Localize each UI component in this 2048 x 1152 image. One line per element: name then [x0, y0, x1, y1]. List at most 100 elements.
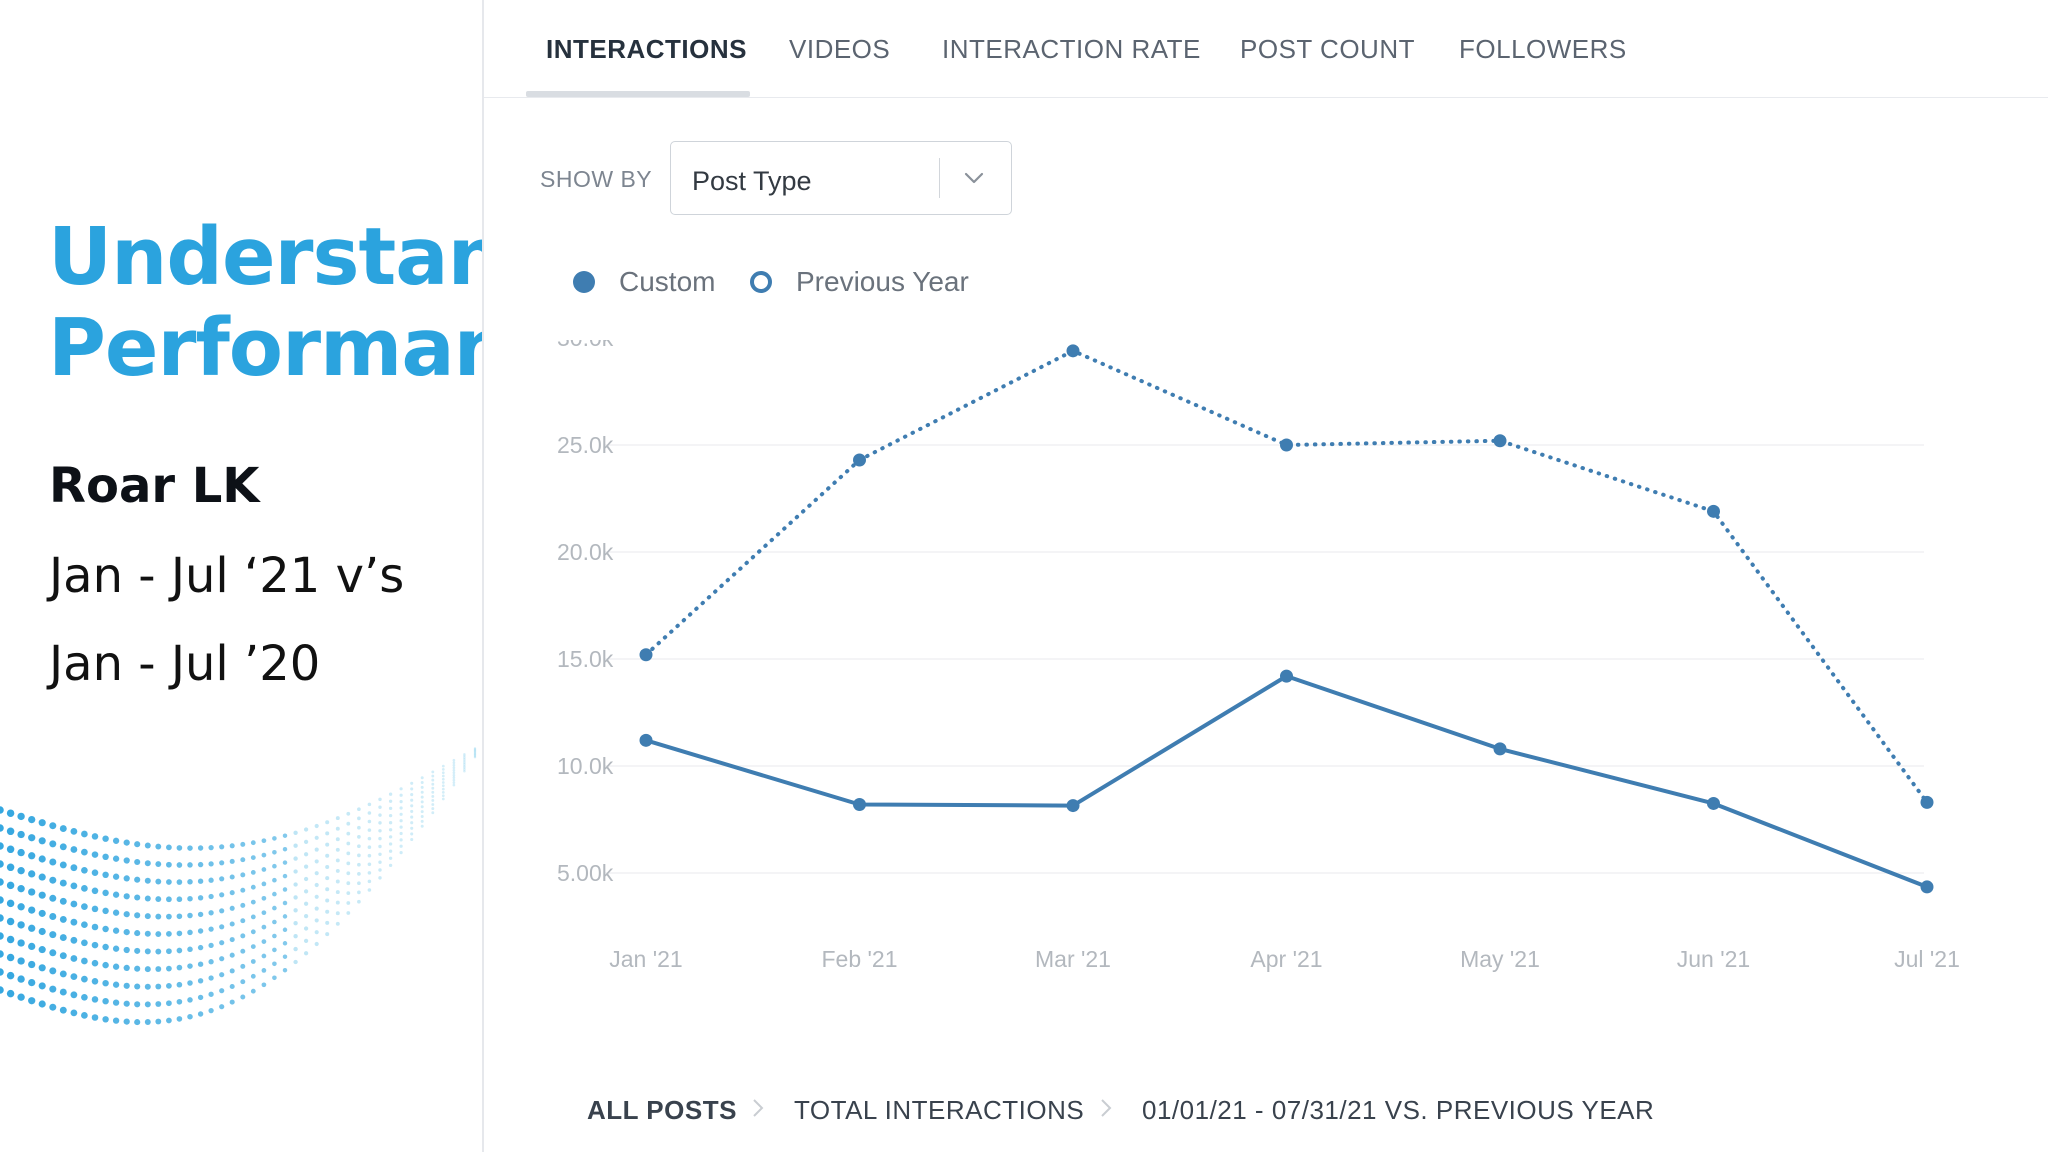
wave-dot — [441, 777, 445, 781]
wave-dot — [431, 798, 435, 802]
wave-dot — [357, 825, 361, 830]
wave-dot — [272, 975, 277, 981]
wave-dot — [17, 957, 25, 965]
wave-dot — [388, 792, 393, 796]
wave-dot — [197, 944, 204, 951]
wave-dot — [272, 905, 277, 911]
tab-interaction-rate[interactable]: INTERACTION RATE — [942, 34, 1201, 64]
tab-interactions[interactable]: INTERACTIONS — [546, 34, 747, 64]
wave-dot — [463, 754, 466, 758]
wave-dot — [81, 848, 88, 856]
wave-dot — [81, 975, 88, 983]
wave-dot — [155, 843, 162, 850]
wave-dot — [367, 811, 372, 815]
wave-dot — [197, 895, 204, 901]
wave-dot — [176, 981, 183, 988]
wave-dot — [303, 864, 309, 869]
chevron-down-icon[interactable] — [962, 166, 986, 190]
wave-dot — [261, 910, 267, 916]
wave-dot — [155, 931, 162, 938]
wave-dot — [357, 862, 361, 867]
wave-dot — [166, 896, 172, 903]
wave-dot — [441, 781, 445, 784]
wave-dot — [473, 748, 477, 751]
wave-dot — [70, 918, 78, 926]
breadcrumb-total-interactions[interactable]: TOTAL INTERACTIONS — [794, 1095, 1085, 1125]
wave-dot — [335, 847, 340, 852]
data-point-previous-year — [639, 648, 653, 662]
wave-dot — [102, 853, 109, 861]
wave-dot — [187, 1013, 193, 1020]
wave-dot — [166, 983, 172, 989]
wave-dot — [388, 806, 393, 811]
wave-dot — [473, 755, 477, 758]
breadcrumb-all-posts[interactable]: ALL POSTS — [587, 1095, 737, 1125]
wave-dot — [452, 763, 456, 767]
period-current: Jan - Jul ‘21 v’s — [49, 548, 405, 604]
wave-dot — [410, 837, 414, 842]
wave-dot — [431, 774, 435, 778]
wave-dot — [219, 876, 225, 882]
wave-dot — [410, 804, 414, 808]
wave-dot — [473, 748, 477, 752]
wave-dot — [229, 843, 235, 849]
wave-dot — [91, 833, 99, 840]
wave-dot — [473, 747, 477, 750]
legend-custom[interactable]: Custom — [573, 266, 715, 298]
breadcrumb-date-range: 01/01/21 - 07/31/21 VS. PREVIOUS YEAR — [1142, 1095, 1655, 1125]
wave-dot — [410, 793, 414, 797]
wave-dot — [70, 1009, 78, 1017]
wave-dot — [28, 815, 36, 824]
tab-videos[interactable]: VIDEOS — [789, 34, 891, 64]
wave-dot — [49, 894, 57, 902]
wave-dot — [272, 919, 277, 925]
wave-dot — [335, 837, 340, 842]
wave-dot — [17, 867, 25, 875]
wave-dot — [229, 952, 235, 958]
data-point-custom — [853, 798, 866, 812]
wave-dot — [187, 997, 193, 1003]
wave-dot — [70, 900, 78, 908]
data-point-previous-year — [1707, 504, 1720, 518]
wave-dot — [357, 807, 361, 812]
wave-dot — [102, 961, 109, 969]
wave-dot — [144, 842, 151, 849]
wave-dot — [208, 877, 214, 883]
period-previous: Jan - Jul ’20 — [49, 636, 321, 692]
wave-dot — [144, 1019, 151, 1025]
wave-dot — [261, 968, 267, 973]
wave-dot — [59, 843, 67, 851]
wave-dot — [49, 1003, 57, 1011]
tab-followers[interactable]: FOLLOWERS — [1459, 34, 1627, 64]
wave-dot — [346, 831, 351, 836]
wave-dot — [272, 877, 277, 883]
wave-dot — [28, 978, 36, 987]
wave-dot — [431, 807, 435, 811]
legend-previous-year[interactable]: Previous Year — [750, 266, 969, 298]
chevron-right-icon — [753, 1099, 764, 1117]
wave-dot — [187, 845, 193, 851]
wave-dot — [473, 753, 477, 756]
slide-intro: Understand Performance Roar LK Jan - Jul… — [0, 0, 608, 1152]
wave-dot — [0, 896, 4, 904]
wave-dot — [293, 830, 298, 835]
tab-post-count[interactable]: POST COUNT — [1240, 34, 1415, 64]
wave-dot — [28, 834, 36, 842]
wave-dot — [166, 948, 172, 955]
wave-dot — [28, 870, 36, 878]
wave-dot — [91, 851, 99, 858]
wave-dot — [325, 909, 330, 914]
wave-dot — [134, 983, 141, 990]
wave-dot — [134, 894, 141, 901]
wave-dot — [176, 1016, 183, 1022]
wave-dot — [187, 879, 193, 885]
wave-dot — [388, 828, 393, 832]
wave-dot — [367, 871, 372, 875]
wave-dot — [473, 756, 477, 759]
y-tick-label: 20.0k — [557, 539, 614, 565]
wave-dot — [102, 925, 109, 933]
show-by-dropdown[interactable]: Post Type — [670, 141, 1012, 215]
wave-dot — [293, 843, 298, 848]
wave-dot — [452, 758, 456, 762]
wave-dot — [91, 941, 99, 949]
